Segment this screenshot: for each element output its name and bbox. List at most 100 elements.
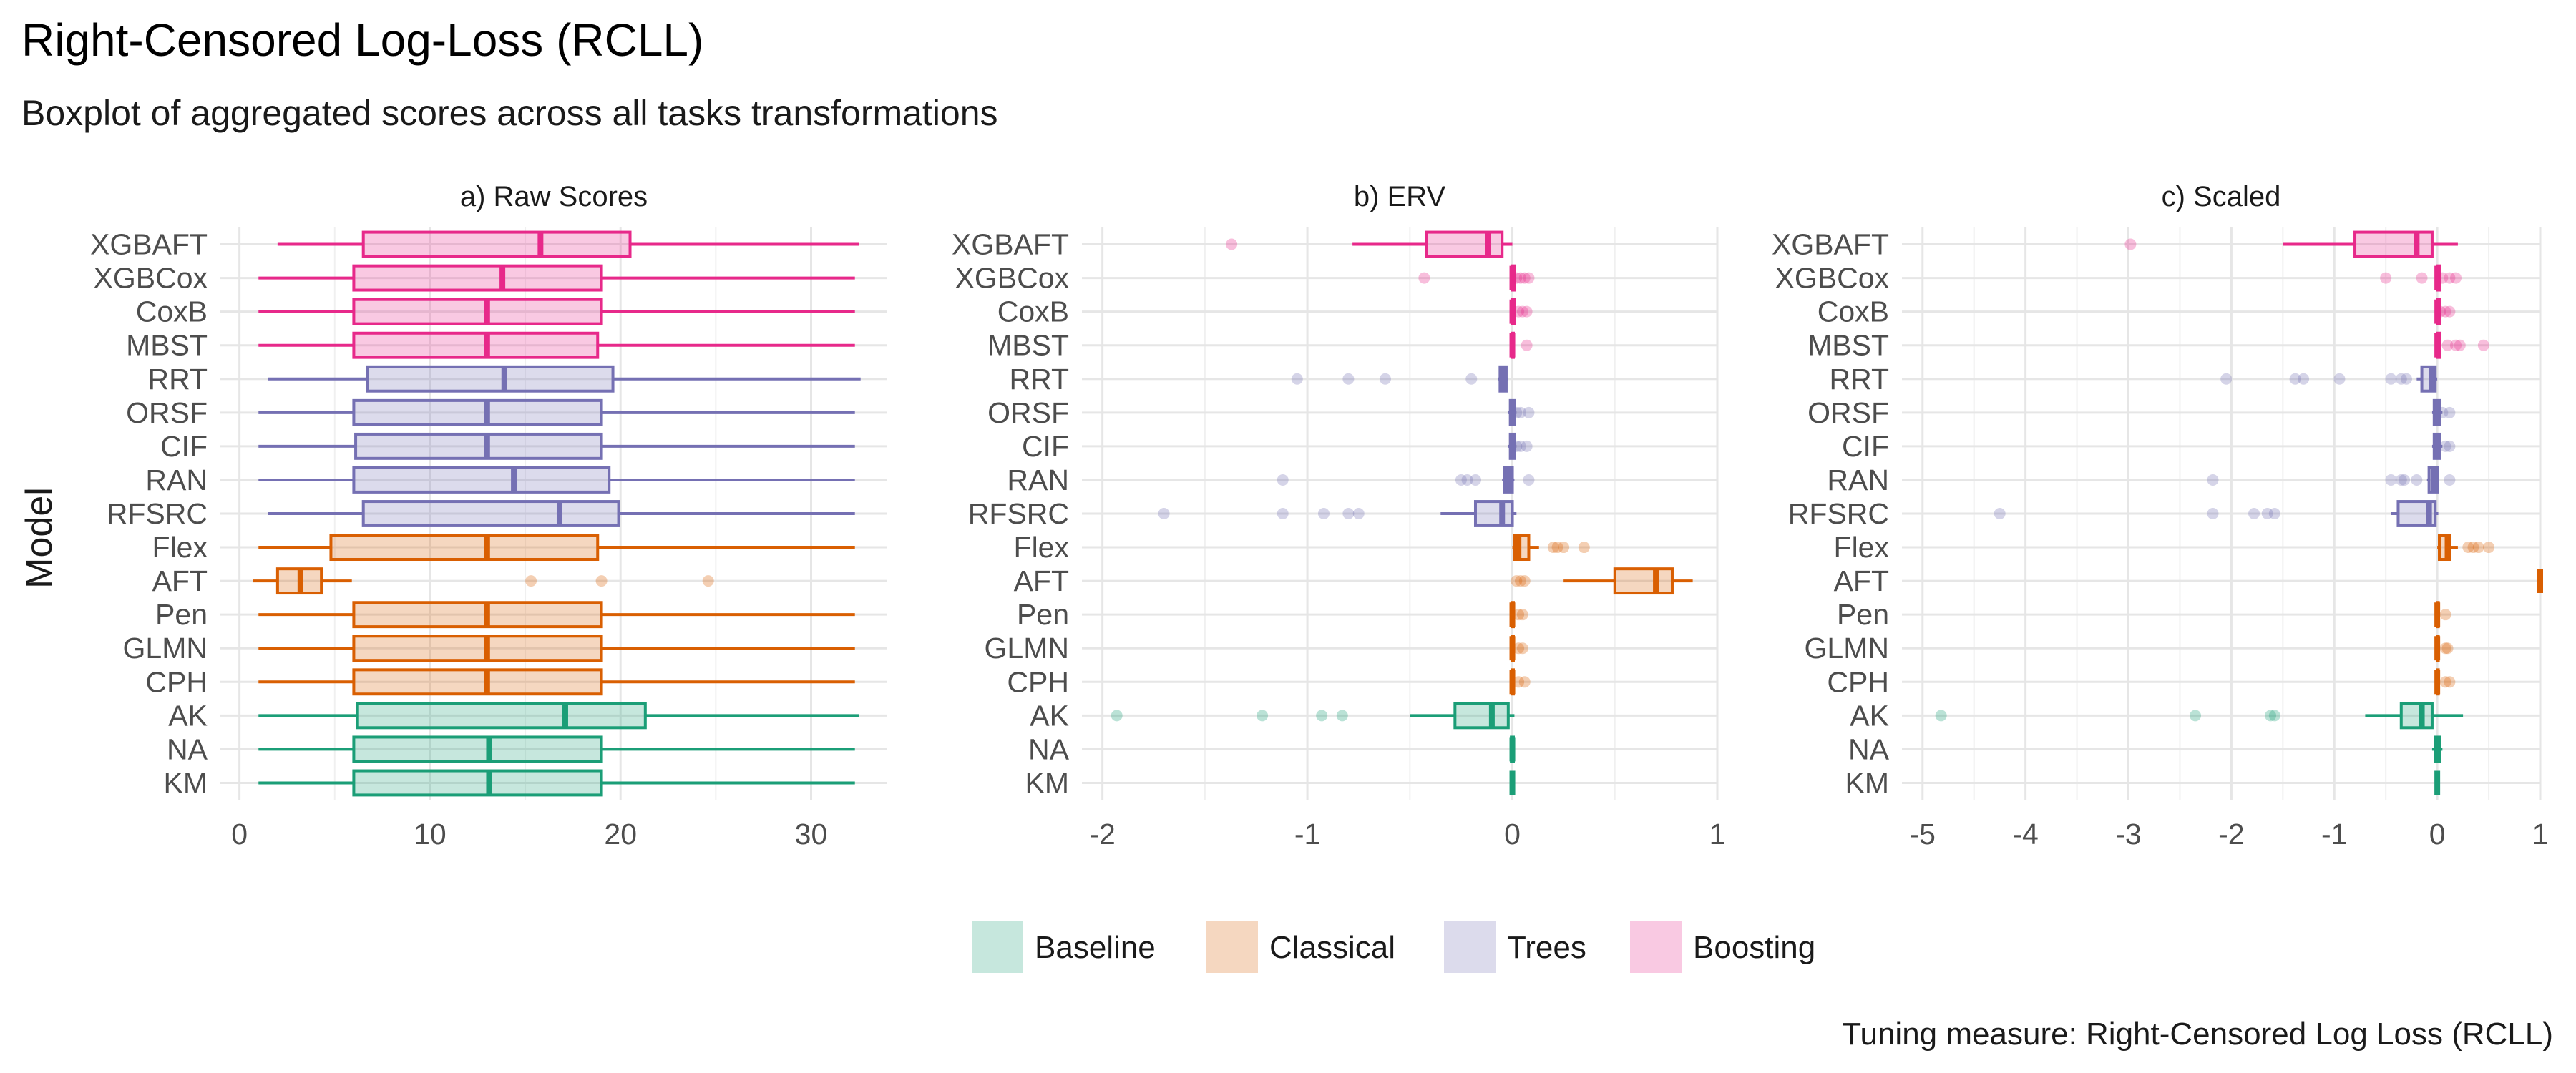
legend: Baseline Classical Trees Boosting bbox=[972, 921, 1815, 973]
box-coxb bbox=[258, 298, 855, 325]
box-cph bbox=[2434, 668, 2456, 696]
legend-key bbox=[1630, 921, 1682, 973]
legend-item-boosting: Boosting bbox=[1630, 921, 1815, 973]
box-orsf bbox=[1508, 398, 1535, 426]
box-mbst bbox=[2434, 331, 2489, 359]
outlier-point bbox=[1291, 373, 1303, 385]
panel-3: c) Scaled -5 -4 -3 -2 -1 0 1 XGBAFTXGBCoxCoxBMBS… bbox=[1772, 181, 2548, 851]
y-tick-label-glmn: GLMN bbox=[985, 632, 1069, 665]
outlier-point bbox=[2444, 676, 2456, 688]
iqr-box bbox=[1473, 500, 1514, 527]
panel-title: c) Scaled bbox=[2162, 181, 2281, 212]
y-tick-label-cif: CIF bbox=[1022, 430, 1069, 463]
outlier-point bbox=[1513, 642, 1525, 655]
outlier-point bbox=[1379, 373, 1391, 385]
y-tick-label-flex: Flex bbox=[152, 531, 208, 564]
x-tick-label: 30 bbox=[795, 818, 828, 851]
outlier-point bbox=[702, 575, 714, 587]
iqr-box bbox=[354, 432, 603, 460]
outlier-point bbox=[1515, 406, 1527, 418]
outlier-point bbox=[2411, 474, 2423, 486]
legend-item-classical: Classical bbox=[1206, 921, 1395, 973]
box-km bbox=[258, 769, 855, 797]
box-glmn bbox=[1509, 635, 1528, 662]
y-tick-label-mbst: MBST bbox=[126, 329, 208, 362]
y-tick-label-xgbcox: XGBCox bbox=[1775, 262, 1890, 295]
outlier-point bbox=[2385, 373, 2397, 385]
x-tick-label: -3 bbox=[2115, 818, 2141, 851]
box-cph bbox=[1509, 668, 1531, 696]
iqr-box bbox=[352, 735, 603, 763]
outlier-point bbox=[1226, 238, 1238, 250]
box-aft bbox=[253, 567, 714, 595]
y-tick-label-coxb: CoxB bbox=[136, 295, 208, 328]
outlier-point bbox=[1418, 272, 1430, 284]
iqr-box bbox=[1613, 567, 1674, 595]
y-tick-label-aft: AFT bbox=[1014, 564, 1069, 597]
outlier-point bbox=[2450, 272, 2462, 284]
legend-key bbox=[972, 921, 1023, 973]
outlier-point bbox=[2441, 339, 2454, 351]
outlier-point bbox=[2385, 474, 2397, 486]
iqr-box bbox=[356, 702, 647, 730]
outlier-point bbox=[1523, 474, 1535, 486]
outlier-point bbox=[1336, 710, 1348, 722]
y-tick-label-na: NA bbox=[167, 733, 208, 765]
box-orsf bbox=[258, 398, 855, 426]
outlier-point bbox=[2472, 542, 2484, 554]
y-tick-label-cif: CIF bbox=[160, 430, 208, 463]
outlier-point bbox=[1521, 305, 1533, 318]
outlier-point bbox=[2439, 305, 2451, 318]
box-cph bbox=[258, 668, 855, 696]
y-tick-label-rfsrc: RFSRC bbox=[107, 497, 208, 530]
y-tick-label-na: NA bbox=[1848, 733, 1890, 765]
box-xgbaft bbox=[277, 230, 859, 258]
outlier-point bbox=[1513, 609, 1525, 621]
iqr-box bbox=[352, 769, 603, 797]
outlier-point bbox=[2436, 406, 2449, 418]
y-tick-label-cif: CIF bbox=[1842, 430, 1889, 463]
outlier-point bbox=[2444, 272, 2456, 284]
outlier-point bbox=[2477, 339, 2489, 351]
box-ran bbox=[1277, 466, 1535, 494]
y-tick-label-xgbcox: XGBCox bbox=[94, 262, 208, 295]
box-xgbcox bbox=[2380, 264, 2462, 292]
x-tick-label: -4 bbox=[2012, 818, 2038, 851]
y-tick-label-cph: CPH bbox=[145, 665, 208, 698]
outlier-point bbox=[2439, 440, 2451, 452]
outlier-point bbox=[2444, 305, 2456, 318]
legend-key bbox=[1444, 921, 1496, 973]
outlier-point bbox=[2436, 272, 2449, 284]
outlier-point bbox=[1518, 676, 1531, 688]
outlier-point bbox=[2207, 474, 2219, 486]
outlier-point bbox=[1318, 508, 1330, 519]
chart-caption: Tuning measure: Right-Censored Log Loss … bbox=[1842, 1016, 2553, 1052]
y-tick-label-glmn: GLMN bbox=[1805, 632, 1889, 665]
outlier-point bbox=[2439, 642, 2451, 655]
outlier-point bbox=[525, 575, 537, 587]
box-rfsrc bbox=[1994, 500, 2439, 527]
x-tick-label: -1 bbox=[1294, 818, 1320, 851]
box-xgbcox bbox=[1418, 264, 1535, 292]
y-tick-label-mbst: MBST bbox=[1807, 329, 1889, 362]
x-tick-label: 10 bbox=[414, 818, 447, 851]
x-tick-label: 1 bbox=[1709, 818, 1726, 851]
box-rrt bbox=[2220, 365, 2438, 393]
y-tick-label-rrt: RRT bbox=[1829, 363, 1889, 396]
outlier-point bbox=[1516, 609, 1528, 621]
outlier-point bbox=[1513, 676, 1525, 688]
y-tick-label-orsf: ORSF bbox=[1807, 396, 1889, 429]
box-na bbox=[1509, 735, 1516, 763]
legend-item-baseline: Baseline bbox=[972, 921, 1156, 973]
y-tick-label-ak: AK bbox=[1850, 699, 1889, 732]
y-tick-label-ak: AK bbox=[1030, 699, 1069, 732]
outlier-point bbox=[1515, 272, 1527, 284]
y-axis-title: Model bbox=[19, 487, 60, 589]
box-na bbox=[258, 735, 855, 763]
outlier-point bbox=[1521, 440, 1533, 452]
x-tick-label: 0 bbox=[1504, 818, 1521, 851]
y-tick-label-xgbaft: XGBAFT bbox=[90, 228, 208, 261]
y-tick-label-cph: CPH bbox=[1007, 665, 1069, 698]
legend-label: Boosting bbox=[1693, 930, 1815, 965]
panel-title: a) Raw Scores bbox=[460, 181, 648, 212]
